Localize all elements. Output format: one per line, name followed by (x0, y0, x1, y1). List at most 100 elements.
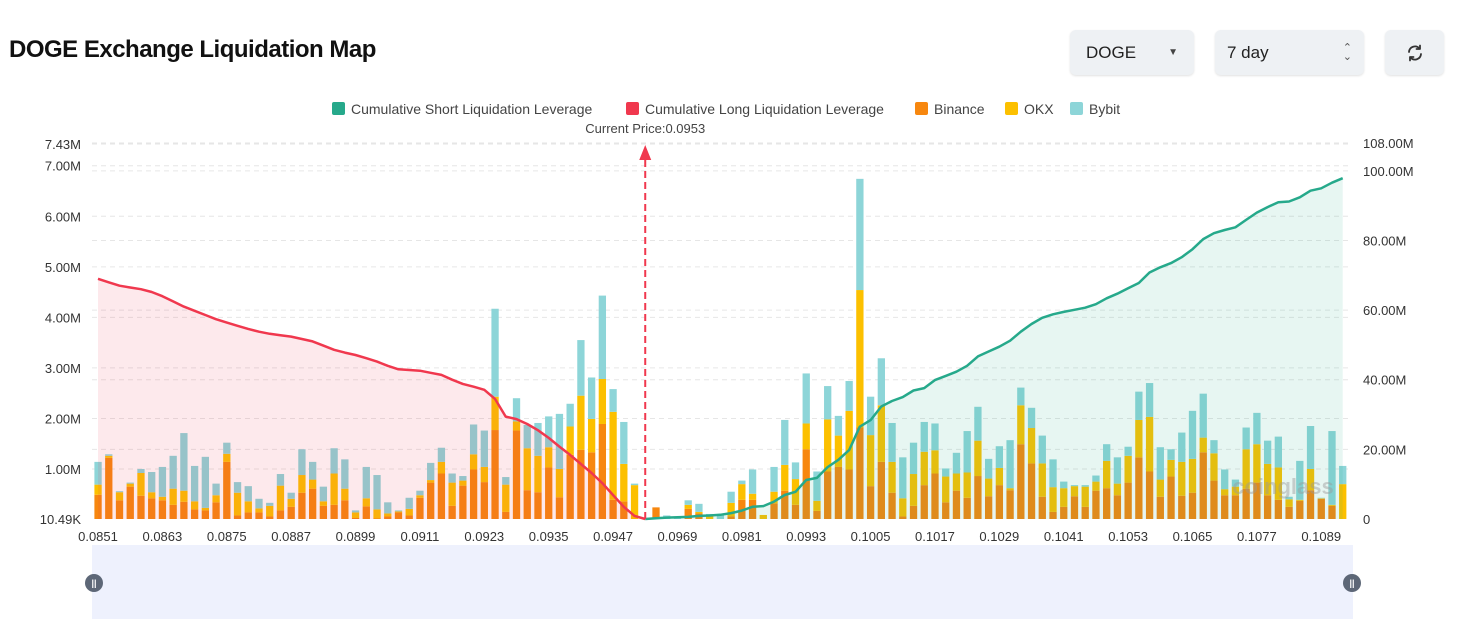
up-down-chevron-icon: ⌃ ⌄ (1342, 41, 1352, 63)
bar-okx (148, 492, 156, 499)
bar-bybit (341, 459, 349, 489)
x-axis-tick: 0.0981 (722, 529, 762, 544)
bar-bybit (1242, 427, 1250, 450)
bar-okx (491, 396, 499, 431)
bar-binance (1231, 495, 1240, 519)
bar-okx (888, 461, 896, 493)
bar-bybit (1049, 459, 1057, 488)
bar-okx (523, 448, 531, 491)
legend-item[interactable]: Bybit (1070, 101, 1120, 117)
bar-okx (920, 451, 928, 486)
left-axis-tick: 4.00M (45, 310, 81, 325)
bar-binance (791, 504, 800, 519)
bar-bybit (523, 424, 531, 449)
bar-bybit (137, 468, 145, 474)
bar-binance (523, 490, 531, 519)
bar-bybit (1060, 481, 1068, 489)
bar-binance (1135, 457, 1143, 519)
bar-binance (266, 516, 274, 519)
bar-binance (952, 490, 961, 519)
bar-binance (1328, 505, 1336, 519)
refresh-button[interactable] (1385, 30, 1444, 75)
bar-okx (534, 455, 542, 493)
bar-okx (1210, 453, 1218, 481)
legend-swatch (1070, 102, 1083, 115)
bar-binance (545, 467, 553, 519)
bar-binance (1221, 495, 1229, 519)
legend-label: Binance (934, 101, 985, 117)
bar-binance (1188, 492, 1197, 519)
bar-binance (931, 473, 939, 519)
bar-binance (255, 512, 263, 519)
x-axis-tick: 0.1005 (851, 529, 891, 544)
coin-select[interactable]: DOGE ▼ (1070, 30, 1194, 75)
bar-binance (309, 488, 317, 519)
bar-binance (909, 505, 918, 519)
bars (94, 178, 1347, 519)
bar-okx (598, 378, 607, 424)
bar-okx (437, 461, 446, 474)
bar-bybit (1156, 447, 1164, 480)
bar-binance (856, 427, 864, 519)
bar-okx (759, 514, 767, 519)
legend-item[interactable]: OKX (1005, 101, 1054, 117)
left-axis-tick: 10.49K (40, 512, 82, 527)
bar-bybit (276, 474, 285, 486)
bar-okx (1253, 444, 1261, 483)
bar-okx (555, 468, 564, 498)
bar-okx (512, 421, 521, 431)
slider-right-handle[interactable]: || (1343, 574, 1361, 592)
bar-bybit (620, 421, 628, 464)
bar-bybit (309, 461, 317, 480)
bar-okx (727, 502, 735, 517)
legend: Cumulative Short Liquidation Leverage Cum… (332, 101, 1120, 117)
bar-bybit (1178, 432, 1186, 462)
bar-binance (963, 497, 971, 519)
bar-binance (1145, 471, 1154, 519)
bar-binance (1199, 452, 1207, 519)
bar-bybit (984, 458, 993, 479)
cumulative-long-area (98, 278, 646, 519)
bar-binance (802, 449, 810, 519)
left-axis-tick: 5.00M (45, 260, 81, 275)
bar-binance (448, 505, 456, 519)
bar-okx (362, 498, 370, 507)
bar-bybit (877, 358, 885, 406)
legend-label: Cumulative Long Liquidation Leverage (645, 101, 884, 117)
bar-bybit (115, 491, 124, 493)
bar-binance (502, 511, 510, 519)
bar-bybit (695, 503, 703, 512)
data-zoom-slider[interactable] (92, 545, 1353, 619)
legend-item[interactable]: Cumulative Short Liquidation Leverage (332, 101, 592, 117)
bar-bybit (491, 308, 499, 397)
bar-bybit (813, 471, 821, 501)
x-axis-tick: 0.0911 (401, 529, 440, 544)
bar-okx (877, 405, 885, 462)
bar-binance (1113, 495, 1122, 519)
bar-binance (373, 518, 381, 519)
bar-binance (781, 490, 789, 519)
bar-okx (384, 513, 392, 517)
bar-okx (781, 464, 789, 491)
bar-binance (351, 517, 360, 519)
bar-okx (309, 479, 317, 489)
bar-okx (952, 473, 961, 491)
range-select[interactable]: 7 day ⌃ ⌄ (1215, 30, 1364, 75)
bar-binance (469, 469, 478, 519)
bar-binance (416, 497, 424, 519)
bar-okx (942, 476, 950, 503)
bar-okx (824, 419, 832, 472)
gridlines (92, 142, 1352, 470)
bar-binance (115, 500, 124, 519)
bar-okx (1038, 463, 1046, 497)
bar-bybit (1296, 460, 1304, 500)
bar-bybit (1135, 391, 1143, 420)
legend-item[interactable]: Binance (915, 101, 985, 117)
bar-okx (1339, 484, 1347, 519)
bar-okx (405, 508, 413, 516)
bar-okx (1060, 488, 1068, 507)
slider-left-handle[interactable]: || (85, 574, 103, 592)
bar-binance (587, 452, 596, 519)
bar-bybit (180, 433, 188, 491)
legend-item[interactable]: Cumulative Long Liquidation Leverage (626, 101, 884, 117)
